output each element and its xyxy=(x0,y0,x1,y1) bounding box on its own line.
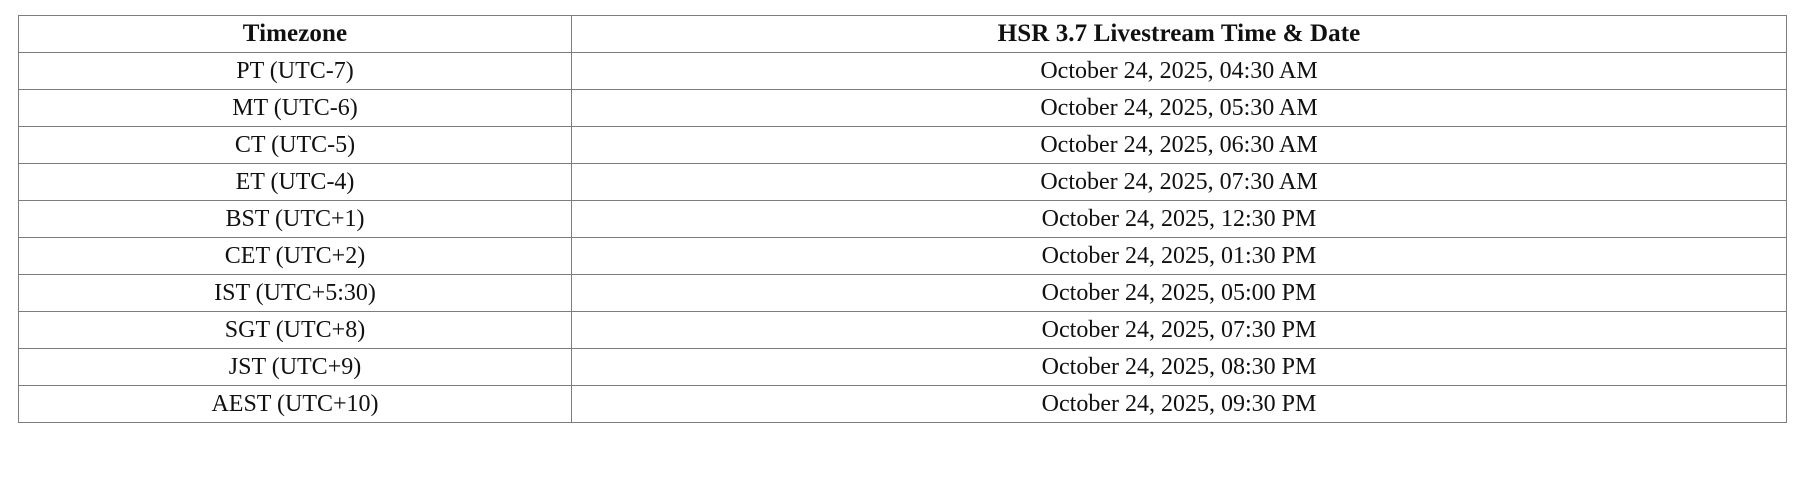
cell-timezone: JST (UTC+9) xyxy=(18,348,572,386)
cell-datetime: October 24, 2025, 01:30 PM xyxy=(571,237,1787,275)
cell-timezone: AEST (UTC+10) xyxy=(18,385,572,423)
cell-timezone: PT (UTC-7) xyxy=(18,52,572,90)
cell-datetime: October 24, 2025, 07:30 PM xyxy=(571,311,1787,349)
table-row: ET (UTC-4) October 24, 2025, 07:30 AM xyxy=(18,163,1787,201)
timezone-schedule-table: Timezone HSR 3.7 Livestream Time & Date … xyxy=(18,15,1787,423)
cell-datetime: October 24, 2025, 05:30 AM xyxy=(571,89,1787,127)
cell-timezone: IST (UTC+5:30) xyxy=(18,274,572,312)
table-header: Timezone HSR 3.7 Livestream Time & Date xyxy=(18,15,1787,53)
cell-datetime: October 24, 2025, 12:30 PM xyxy=(571,200,1787,238)
cell-datetime: October 24, 2025, 05:00 PM xyxy=(571,274,1787,312)
cell-datetime: October 24, 2025, 04:30 AM xyxy=(571,52,1787,90)
cell-timezone: CET (UTC+2) xyxy=(18,237,572,275)
table-body: PT (UTC-7) October 24, 2025, 04:30 AM MT (… xyxy=(18,52,1787,423)
table-row: IST (UTC+5:30) October 24, 2025, 05:00 PM xyxy=(18,274,1787,312)
cell-timezone: CT (UTC-5) xyxy=(18,126,572,164)
cell-datetime: October 24, 2025, 07:30 AM xyxy=(571,163,1787,201)
timezone-table-container: Timezone HSR 3.7 Livestream Time & Date … xyxy=(18,15,1787,423)
cell-timezone: MT (UTC-6) xyxy=(18,89,572,127)
table-row: PT (UTC-7) October 24, 2025, 04:30 AM xyxy=(18,52,1787,90)
cell-timezone: BST (UTC+1) xyxy=(18,200,572,238)
table-header-row: Timezone HSR 3.7 Livestream Time & Date xyxy=(18,15,1787,53)
column-header-datetime: HSR 3.7 Livestream Time & Date xyxy=(571,15,1787,53)
cell-datetime: October 24, 2025, 08:30 PM xyxy=(571,348,1787,386)
cell-datetime: October 24, 2025, 06:30 AM xyxy=(571,126,1787,164)
table-row: CT (UTC-5) October 24, 2025, 06:30 AM xyxy=(18,126,1787,164)
table-row: JST (UTC+9) October 24, 2025, 08:30 PM xyxy=(18,348,1787,386)
table-row: BST (UTC+1) October 24, 2025, 12:30 PM xyxy=(18,200,1787,238)
table-row: CET (UTC+2) October 24, 2025, 01:30 PM xyxy=(18,237,1787,275)
cell-datetime: October 24, 2025, 09:30 PM xyxy=(571,385,1787,423)
cell-timezone: SGT (UTC+8) xyxy=(18,311,572,349)
table-row: AEST (UTC+10) October 24, 2025, 09:30 PM xyxy=(18,385,1787,423)
cell-timezone: ET (UTC-4) xyxy=(18,163,572,201)
column-header-timezone: Timezone xyxy=(18,15,572,53)
table-row: MT (UTC-6) October 24, 2025, 05:30 AM xyxy=(18,89,1787,127)
table-row: SGT (UTC+8) October 24, 2025, 07:30 PM xyxy=(18,311,1787,349)
